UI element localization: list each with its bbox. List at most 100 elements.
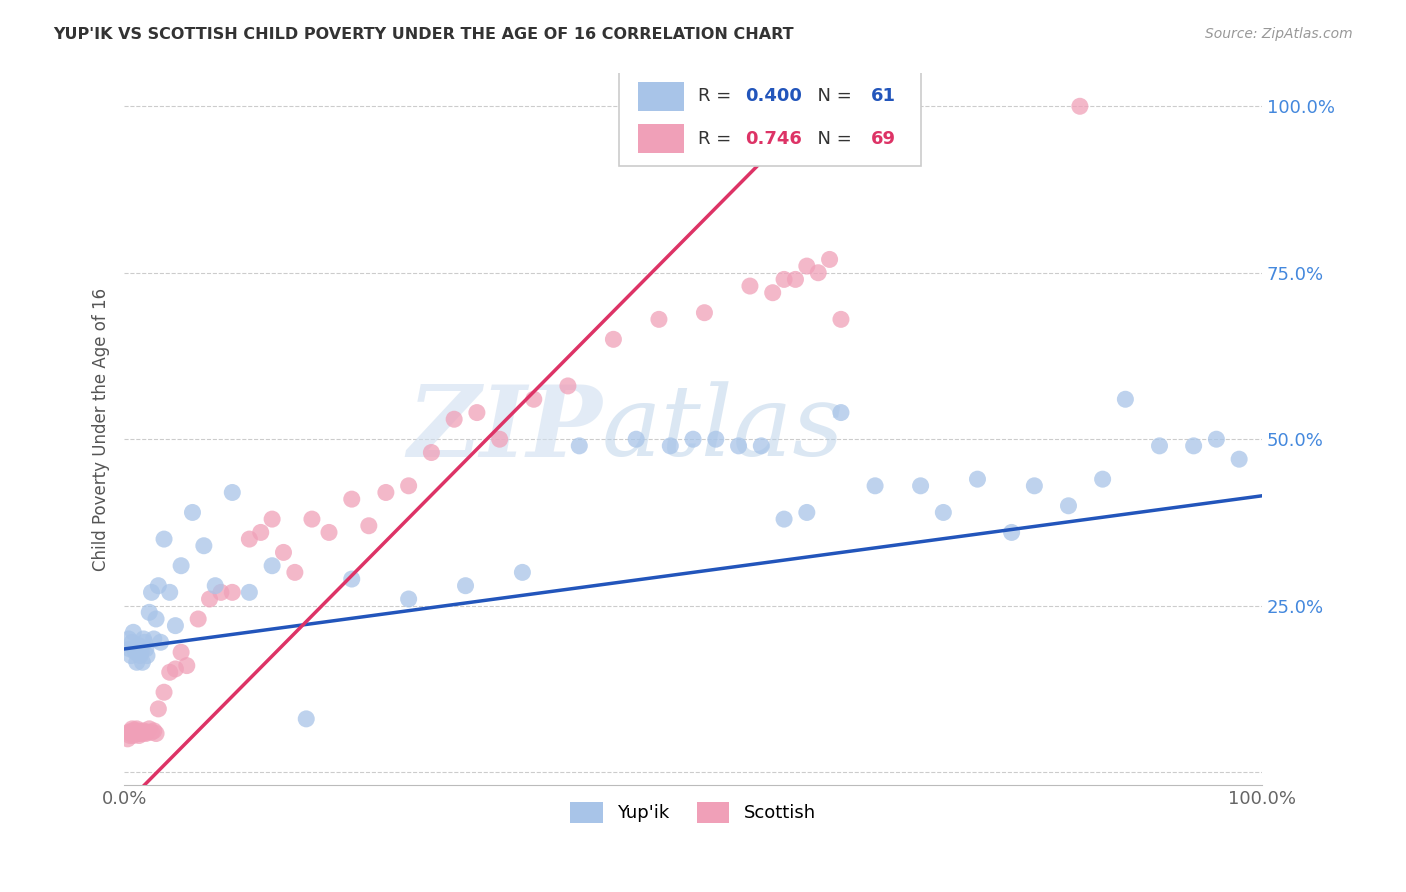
Point xyxy=(129,725,152,739)
Point xyxy=(128,639,150,653)
Point xyxy=(153,685,176,699)
Point xyxy=(124,725,146,739)
Point xyxy=(138,722,160,736)
Point xyxy=(124,725,146,739)
Point xyxy=(129,726,152,740)
Point xyxy=(648,312,671,326)
Point xyxy=(159,585,181,599)
Point xyxy=(398,479,420,493)
Point xyxy=(966,472,988,486)
Point xyxy=(122,729,145,743)
Point xyxy=(120,725,142,739)
FancyBboxPatch shape xyxy=(638,124,683,153)
Point xyxy=(488,432,510,446)
Point xyxy=(1227,452,1250,467)
Text: R =: R = xyxy=(697,129,737,147)
Point xyxy=(1091,472,1114,486)
Point xyxy=(129,648,152,663)
Point xyxy=(1057,499,1080,513)
Point xyxy=(142,723,165,738)
Point xyxy=(785,272,807,286)
Point xyxy=(523,392,546,407)
Point xyxy=(295,712,318,726)
Text: R =: R = xyxy=(697,87,737,105)
Point xyxy=(830,312,852,326)
Point xyxy=(121,723,143,738)
Text: 61: 61 xyxy=(870,87,896,105)
Point xyxy=(127,723,149,738)
Point xyxy=(910,479,932,493)
Point xyxy=(124,726,146,740)
Point xyxy=(238,585,260,599)
Point xyxy=(132,723,155,738)
Text: N =: N = xyxy=(806,129,858,147)
Point xyxy=(198,592,221,607)
Point xyxy=(284,566,307,580)
Point xyxy=(221,485,243,500)
Point xyxy=(141,585,163,599)
Point xyxy=(209,585,232,599)
Point xyxy=(128,726,150,740)
Point xyxy=(118,642,141,657)
Point xyxy=(118,729,141,743)
Point xyxy=(141,725,163,739)
Point xyxy=(932,505,955,519)
Point xyxy=(1205,432,1227,446)
Point xyxy=(398,592,420,607)
Point xyxy=(818,252,841,267)
Point xyxy=(122,625,145,640)
Point xyxy=(145,726,167,740)
Point xyxy=(193,539,215,553)
Point xyxy=(127,725,149,739)
Point xyxy=(1069,99,1091,113)
Point xyxy=(1182,439,1205,453)
Point xyxy=(624,432,647,446)
Point xyxy=(773,512,796,526)
Point xyxy=(773,272,796,286)
Point xyxy=(568,439,591,453)
Point xyxy=(465,406,488,420)
Point xyxy=(118,632,141,646)
Point xyxy=(454,579,477,593)
Point xyxy=(443,412,465,426)
Text: 0.746: 0.746 xyxy=(745,129,803,147)
Point xyxy=(273,545,295,559)
Point xyxy=(124,645,146,659)
Point xyxy=(138,605,160,619)
Y-axis label: Child Poverty Under the Age of 16: Child Poverty Under the Age of 16 xyxy=(93,287,110,571)
Point xyxy=(181,505,204,519)
Point xyxy=(148,702,170,716)
Point xyxy=(153,532,176,546)
Point xyxy=(830,406,852,420)
Point xyxy=(127,642,149,657)
Point xyxy=(1000,525,1022,540)
Point xyxy=(557,379,579,393)
FancyBboxPatch shape xyxy=(638,81,683,112)
Legend: Yup'ik, Scottish: Yup'ik, Scottish xyxy=(564,795,823,830)
Point xyxy=(1114,392,1136,407)
Point xyxy=(176,658,198,673)
Text: Source: ZipAtlas.com: Source: ZipAtlas.com xyxy=(1205,27,1353,41)
Point xyxy=(204,579,226,593)
Point xyxy=(863,479,886,493)
Text: atlas: atlas xyxy=(602,382,845,477)
Point xyxy=(170,558,193,573)
Text: 69: 69 xyxy=(870,129,896,147)
Point xyxy=(727,439,749,453)
Point xyxy=(762,285,785,300)
Point xyxy=(136,725,159,739)
FancyBboxPatch shape xyxy=(619,70,921,166)
Text: ZIP: ZIP xyxy=(408,381,602,477)
Point xyxy=(693,306,716,320)
Point xyxy=(749,439,772,453)
Point xyxy=(120,648,142,663)
Point xyxy=(221,585,243,599)
Point xyxy=(131,655,153,669)
Point xyxy=(125,722,148,736)
Point xyxy=(136,648,159,663)
Point xyxy=(602,332,624,346)
Point xyxy=(135,642,157,657)
Point xyxy=(120,726,142,740)
Point xyxy=(131,725,153,739)
Point xyxy=(374,485,396,500)
